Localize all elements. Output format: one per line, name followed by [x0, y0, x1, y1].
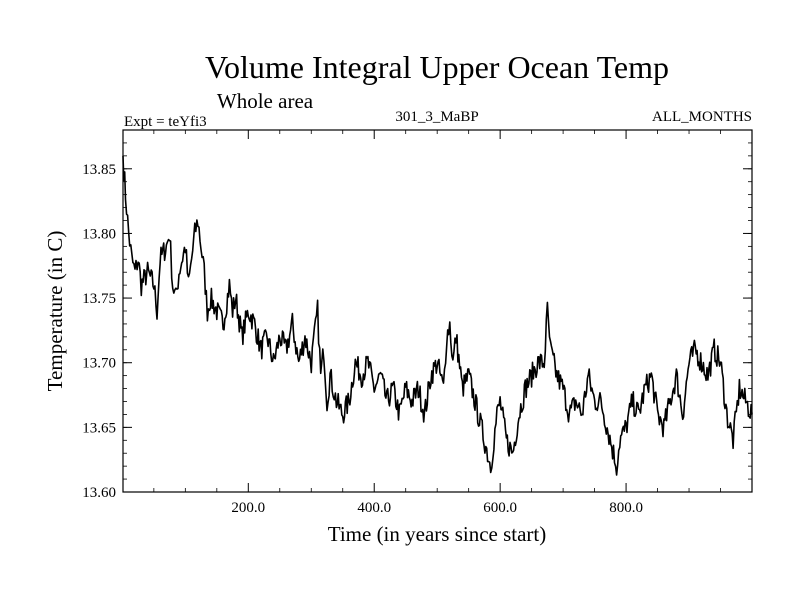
experiment-label: Expt = teYfi3 — [124, 114, 207, 130]
x-tick-label: 600.0 — [483, 500, 517, 516]
x-axis-label: Time (in years since start) — [328, 522, 547, 546]
series-line — [122, 155, 753, 476]
y-tick-label: 13.70 — [82, 356, 116, 372]
x-axis: 200.0 400.0 600.0 800.0 — [153, 130, 721, 516]
x-tick-label: 400.0 — [357, 500, 391, 516]
y-tick-label: 13.60 — [82, 485, 116, 501]
y-tick-label: 13.80 — [82, 226, 116, 242]
chart-title: Volume Integral Upper Ocean Temp — [205, 49, 669, 85]
chart-subtitle: Whole area — [217, 89, 314, 113]
x-tick-label: 200.0 — [231, 500, 265, 516]
y-tick-label: 13.85 — [82, 162, 116, 178]
y-tick-label: 13.75 — [82, 291, 116, 307]
y-axis: 13.60 13.65 13.70 13.75 13.80 13.85 — [82, 129, 752, 501]
y-axis-label: Temperature (in C) — [43, 231, 67, 392]
run-label: 301_3_MaBP — [395, 109, 478, 125]
x-tick-label: 800.0 — [609, 500, 643, 516]
months-label: ALL_MONTHS — [652, 109, 752, 125]
y-tick-label: 13.65 — [82, 420, 116, 436]
